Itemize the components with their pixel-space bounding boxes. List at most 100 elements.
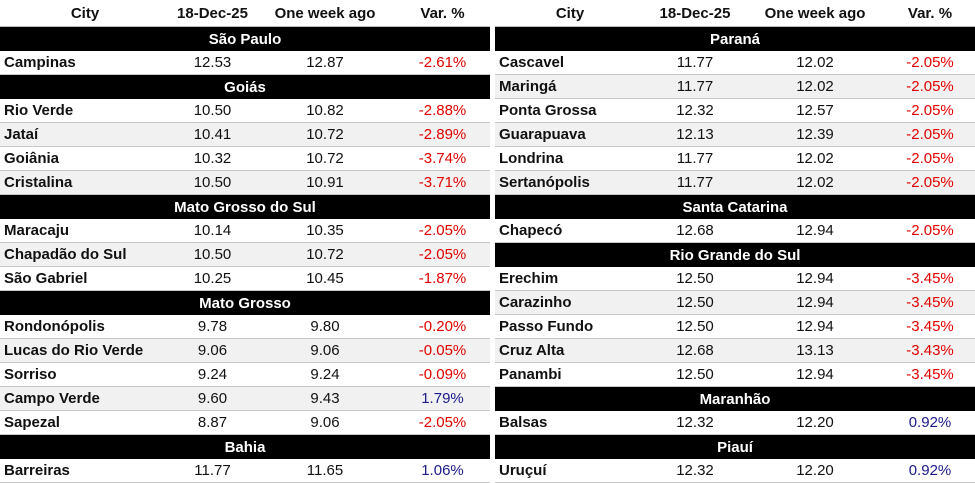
column-header-one-week-ago: One week ago	[764, 4, 866, 22]
current-price-cell: 11.77	[676, 174, 714, 191]
city-cell: Ponta Grossa	[499, 102, 597, 119]
city-cell: Carazinho	[499, 294, 572, 311]
city-cell: Balsas	[499, 414, 548, 431]
variation-cell: -2.05%	[906, 102, 954, 119]
table-row: Lucas do Rio Verde 9.06 9.06 -0.05%	[0, 339, 490, 363]
table-row: Campinas 12.53 12.87 -2.61%	[0, 51, 490, 75]
variation-cell: -0.09%	[418, 366, 467, 383]
city-cell: Rio Verde	[4, 102, 74, 119]
current-price-cell: 12.50	[676, 294, 714, 311]
current-price-cell: 12.50	[676, 318, 714, 335]
table-row: Erechim 12.50 12.94 -3.45%	[495, 267, 975, 291]
table-row: Rondonópolis 9.78 9.80 -0.20%	[0, 315, 490, 339]
city-cell: Rondonópolis	[4, 318, 105, 335]
variation-cell: -1.87%	[418, 270, 467, 287]
current-price-cell: 10.50	[193, 174, 232, 191]
current-price-cell: 10.41	[193, 126, 232, 143]
current-price-cell: 12.32	[676, 414, 714, 431]
variation-cell: -3.43%	[906, 342, 954, 359]
previous-price-cell: 9.24	[310, 366, 340, 383]
city-cell: Erechim	[499, 270, 559, 287]
current-price-cell: 12.32	[676, 102, 714, 119]
variation-cell: -2.05%	[906, 126, 954, 143]
previous-price-cell: 12.02	[796, 54, 834, 71]
table-row: Guarapuava 12.13 12.39 -2.05%	[495, 123, 975, 147]
current-price-cell: 9.06	[197, 342, 228, 359]
left-price-table: City 18-Dec-25 One week ago Var. % São P…	[0, 5, 490, 483]
variation-cell: -3.45%	[906, 318, 954, 335]
previous-price-cell: 9.06	[310, 342, 340, 359]
variation-cell: -3.45%	[906, 366, 954, 383]
current-price-cell: 10.50	[193, 246, 232, 263]
variation-cell: -0.05%	[418, 342, 467, 359]
variation-cell: -2.05%	[418, 246, 467, 263]
table-row: Sertanópolis 11.77 12.02 -2.05%	[495, 171, 975, 195]
table-row: Balsas 12.32 12.20 0.92%	[495, 411, 975, 435]
current-price-cell: 12.50	[676, 270, 714, 287]
previous-price-cell: 10.45	[306, 270, 344, 287]
table-row: Chapecó 12.68 12.94 -2.05%	[495, 219, 975, 243]
variation-cell: -2.05%	[906, 78, 954, 95]
city-cell: Passo Fundo	[499, 318, 594, 335]
current-price-cell: 12.32	[676, 462, 714, 479]
previous-price-cell: 10.72	[306, 150, 344, 167]
table-row: Passo Fundo 12.50 12.94 -3.45%	[495, 315, 975, 339]
city-cell: Lucas do Rio Verde	[4, 342, 144, 359]
current-price-cell: 9.60	[197, 390, 228, 407]
city-cell: Chapecó	[499, 222, 563, 239]
variation-cell: -2.05%	[418, 414, 467, 431]
table-row: Goiânia 10.32 10.72 -3.74%	[0, 147, 490, 171]
city-cell: Campo Verde	[4, 390, 100, 407]
table-row: Uruçuí 12.32 12.20 0.92%	[495, 459, 975, 483]
table-row: Carazinho 12.50 12.94 -3.45%	[495, 291, 975, 315]
variation-cell: -2.05%	[906, 54, 954, 71]
previous-price-cell: 9.80	[310, 318, 340, 335]
previous-price-cell: 13.13	[796, 342, 834, 359]
region-header: Mato Grosso	[0, 291, 490, 315]
previous-price-cell: 12.57	[796, 102, 834, 119]
previous-price-cell: 12.20	[796, 462, 834, 479]
table-row: Ponta Grossa 12.32 12.57 -2.05%	[495, 99, 975, 123]
city-cell: Barreiras	[4, 462, 70, 479]
previous-price-cell: 12.94	[796, 318, 834, 335]
region-header: Maranhão	[495, 387, 975, 411]
previous-price-cell: 10.91	[306, 174, 344, 191]
table-row: Chapadão do Sul 10.50 10.72 -2.05%	[0, 243, 490, 267]
city-cell: Cascavel	[499, 54, 565, 71]
region-header: Goiás	[0, 75, 490, 99]
left-table-body: São Paulo Campinas 12.53 12.87 -2.61% Goiás Ri…	[0, 27, 490, 483]
current-price-cell: 9.24	[197, 366, 228, 383]
current-price-cell: 12.13	[676, 126, 714, 143]
table-row: Cruz Alta 12.68 13.13 -3.43%	[495, 339, 975, 363]
region-header: Paraná	[495, 27, 975, 51]
table-row: Panambi 12.50 12.94 -3.45%	[495, 363, 975, 387]
current-price-cell: 11.77	[676, 78, 714, 95]
previous-price-cell: 12.94	[796, 270, 834, 287]
table-row: Maringá 11.77 12.02 -2.05%	[495, 75, 975, 99]
variation-cell: 1.79%	[421, 390, 464, 407]
table-row: Sapezal 8.87 9.06 -2.05%	[0, 411, 490, 435]
variation-cell: -2.88%	[418, 102, 467, 119]
table-row: Campo Verde 9.60 9.43 1.79%	[0, 387, 490, 411]
previous-price-cell: 9.43	[310, 390, 340, 407]
right-price-table: City 18-Dec-25 One week ago Var. % Paran…	[495, 0, 975, 483]
variation-cell: -2.05%	[906, 150, 954, 167]
table-row: Cristalina 10.50 10.91 -3.71%	[0, 171, 490, 195]
previous-price-cell: 12.94	[796, 294, 834, 311]
city-cell: Guarapuava	[499, 126, 586, 143]
variation-cell: -2.05%	[906, 222, 954, 239]
table-row: Sorriso 9.24 9.24 -0.09%	[0, 363, 490, 387]
table-row: Jataí 10.41 10.72 -2.89%	[0, 123, 490, 147]
current-price-cell: 11.77	[676, 150, 714, 167]
variation-cell: -3.45%	[906, 270, 954, 287]
previous-price-cell: 10.35	[306, 222, 344, 239]
column-header-variation: Var. %	[907, 4, 953, 22]
current-price-cell: 12.68	[676, 342, 714, 359]
city-cell: Panambi	[499, 366, 562, 383]
previous-price-cell: 10.72	[306, 246, 344, 263]
current-price-cell: 10.25	[193, 270, 232, 287]
city-cell: Maracaju	[4, 222, 70, 239]
region-header: São Paulo	[0, 27, 490, 51]
variation-cell: 0.92%	[908, 414, 952, 431]
